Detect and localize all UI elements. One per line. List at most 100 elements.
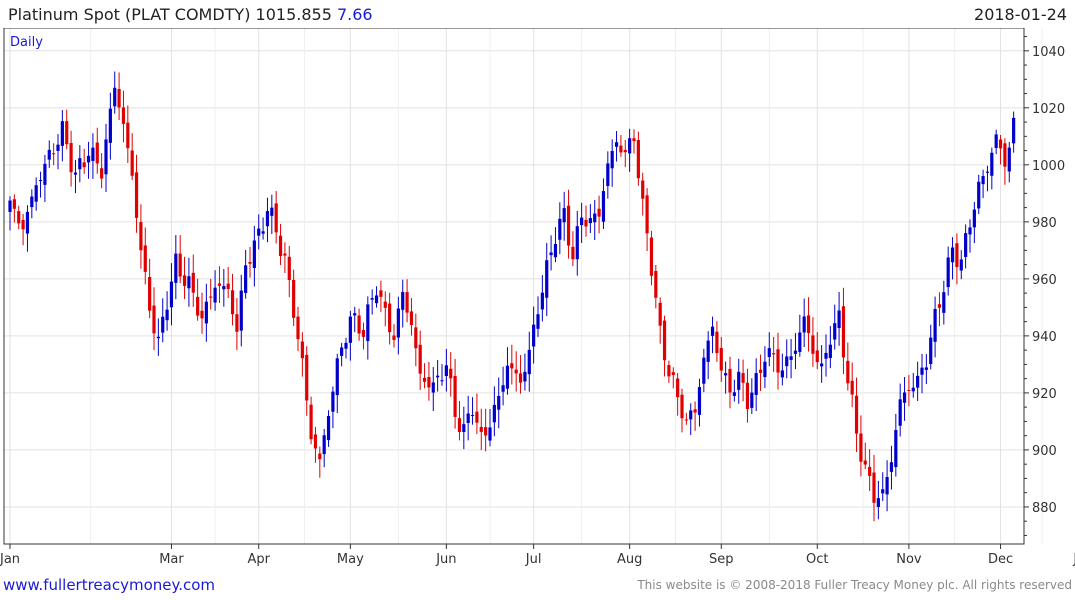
candle xyxy=(758,354,763,392)
x-tick-label: Jun xyxy=(435,552,456,567)
candle-body xyxy=(388,303,392,333)
candle-body xyxy=(802,316,806,333)
price-change: 7.66 xyxy=(336,5,373,24)
candle xyxy=(894,413,898,477)
y-tick-label: 960 xyxy=(1032,273,1057,288)
candle xyxy=(401,279,405,328)
candle-body xyxy=(200,310,204,319)
candle-body xyxy=(283,253,287,256)
candle-body xyxy=(806,315,811,334)
candle-body xyxy=(584,219,588,227)
candle-body xyxy=(955,243,959,268)
candle-body xyxy=(56,144,60,151)
candle xyxy=(610,139,614,187)
candle xyxy=(518,355,523,394)
candle-body xyxy=(244,265,248,293)
candle xyxy=(837,292,841,346)
candle-body xyxy=(370,298,374,300)
candle xyxy=(366,296,370,360)
candle-body xyxy=(811,335,815,354)
candle xyxy=(710,316,715,354)
candle xyxy=(763,346,767,389)
candle xyxy=(1012,111,1016,153)
candle-body xyxy=(898,399,902,426)
candle xyxy=(571,231,575,267)
candle xyxy=(959,250,963,280)
candle-body xyxy=(113,87,117,107)
candle xyxy=(492,386,496,437)
candle-body xyxy=(924,367,928,370)
candle-body xyxy=(667,365,671,377)
x-tick-label: Jan xyxy=(0,552,20,567)
candle xyxy=(383,291,387,327)
candle xyxy=(881,472,885,502)
candle xyxy=(497,377,501,429)
candle xyxy=(606,151,610,199)
candle-body xyxy=(309,404,313,440)
candle xyxy=(230,273,235,326)
candle-body xyxy=(854,395,859,434)
candle xyxy=(697,378,702,427)
candle xyxy=(767,332,771,367)
candle-body xyxy=(580,217,584,226)
candle-body xyxy=(91,147,95,161)
candle-body xyxy=(946,257,950,288)
candle xyxy=(470,397,475,425)
candle-body xyxy=(876,498,880,507)
candle-body xyxy=(82,162,86,168)
candle xyxy=(409,298,414,336)
candle-body xyxy=(549,252,553,256)
candle-body xyxy=(654,271,658,298)
candle-body xyxy=(645,195,649,234)
candle xyxy=(566,189,571,259)
candle-body xyxy=(527,349,531,375)
candle xyxy=(536,296,540,337)
candle xyxy=(693,401,697,431)
candle xyxy=(854,377,859,453)
candle-body xyxy=(959,259,963,271)
candle xyxy=(379,280,383,312)
candle-body xyxy=(313,434,318,449)
candle xyxy=(676,373,680,416)
candle xyxy=(204,283,208,342)
candle-body xyxy=(209,296,213,298)
candle xyxy=(950,237,955,280)
candle xyxy=(662,315,667,377)
candle xyxy=(126,105,130,164)
candle-body xyxy=(750,392,754,408)
candle xyxy=(169,263,174,326)
candle-body xyxy=(139,222,143,251)
candle-body xyxy=(239,290,243,331)
candle xyxy=(178,235,182,284)
candle xyxy=(937,292,942,327)
candle-body xyxy=(833,323,837,340)
candle-body xyxy=(990,152,994,176)
candle xyxy=(322,428,326,468)
candle xyxy=(785,339,789,379)
candle-body xyxy=(601,191,606,222)
candle-body xyxy=(881,489,885,494)
candle xyxy=(161,298,165,343)
candle-body xyxy=(418,344,422,374)
candle-body xyxy=(69,142,73,173)
candle xyxy=(449,352,453,397)
candle-body xyxy=(732,392,736,396)
candle xyxy=(902,377,907,421)
candle-body xyxy=(916,375,920,388)
candle-body xyxy=(606,163,610,186)
y-tick-label: 1020 xyxy=(1032,102,1065,117)
candle-body xyxy=(662,320,667,361)
candle-body xyxy=(658,302,662,326)
footer-url[interactable]: www.fullertreacymoney.com xyxy=(3,576,216,594)
x-tick-label: Oct xyxy=(806,552,828,567)
candle xyxy=(436,359,440,392)
candle-body xyxy=(78,158,82,170)
candle xyxy=(929,324,933,370)
candle xyxy=(388,292,392,345)
candle xyxy=(148,258,152,319)
candle xyxy=(187,257,191,307)
candle-body xyxy=(401,292,405,310)
candle xyxy=(405,279,409,323)
candle xyxy=(335,353,339,414)
candle xyxy=(689,403,693,436)
